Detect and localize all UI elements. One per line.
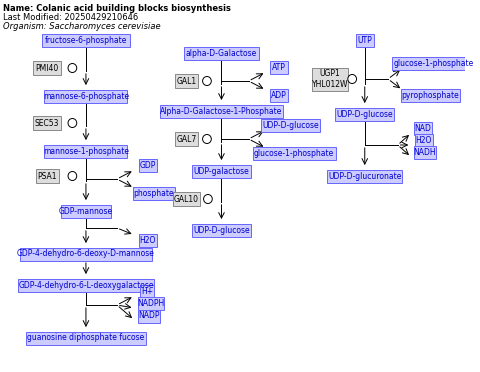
FancyBboxPatch shape (270, 89, 288, 102)
Text: GAL1: GAL1 (177, 77, 197, 86)
Text: UDP-D-glucuronate: UDP-D-glucuronate (328, 171, 401, 180)
Text: UDP-D-glucose: UDP-D-glucose (262, 121, 319, 129)
FancyBboxPatch shape (312, 67, 348, 90)
Text: phosphate: phosphate (133, 189, 174, 198)
Circle shape (203, 77, 211, 86)
FancyBboxPatch shape (139, 158, 157, 171)
Text: glucose-1-phosphate: glucose-1-phosphate (254, 148, 334, 157)
Text: Alpha-D-Galactose-1-Phosphate: Alpha-D-Galactose-1-Phosphate (160, 106, 283, 115)
FancyBboxPatch shape (139, 234, 157, 247)
Text: H2O: H2O (416, 135, 432, 144)
FancyBboxPatch shape (36, 169, 59, 183)
FancyBboxPatch shape (261, 119, 320, 131)
FancyBboxPatch shape (327, 170, 402, 183)
FancyBboxPatch shape (173, 192, 201, 206)
Text: mannose-6-phosphate: mannose-6-phosphate (43, 92, 129, 100)
Text: ATP: ATP (272, 62, 286, 71)
FancyBboxPatch shape (20, 247, 152, 260)
Text: Organism: Saccharomyces cerevisiae: Organism: Saccharomyces cerevisiae (3, 22, 160, 31)
Text: Last Modified: 20250429210646: Last Modified: 20250429210646 (3, 13, 138, 22)
Circle shape (68, 171, 77, 180)
Text: NADPH: NADPH (137, 298, 165, 308)
Text: UDP-D-glucose: UDP-D-glucose (193, 225, 250, 234)
FancyBboxPatch shape (34, 116, 61, 130)
Circle shape (68, 119, 77, 128)
Text: GDP: GDP (140, 160, 156, 170)
FancyBboxPatch shape (175, 74, 198, 88)
Text: guanosine diphosphate fucose: guanosine diphosphate fucose (27, 334, 144, 343)
FancyBboxPatch shape (60, 205, 111, 218)
Text: UDP-galactose: UDP-galactose (193, 167, 249, 176)
Text: UDP-D-glucose: UDP-D-glucose (336, 109, 393, 119)
FancyBboxPatch shape (414, 145, 436, 158)
FancyBboxPatch shape (175, 132, 198, 146)
Text: SEC53: SEC53 (35, 119, 60, 128)
Text: PSA1: PSA1 (37, 171, 57, 180)
FancyBboxPatch shape (414, 122, 432, 135)
Text: GDP-mannose: GDP-mannose (59, 206, 113, 215)
FancyBboxPatch shape (356, 33, 374, 46)
FancyBboxPatch shape (392, 57, 475, 70)
Circle shape (68, 64, 77, 73)
Text: NADH: NADH (413, 148, 436, 157)
Text: PMI40: PMI40 (36, 64, 59, 73)
Text: UGP1
YHL012W: UGP1 YHL012W (312, 69, 348, 89)
Text: H+: H+ (141, 286, 153, 295)
Text: pyrophosphate: pyrophosphate (402, 90, 459, 99)
Text: mannose-1-phosphate: mannose-1-phosphate (43, 147, 129, 155)
Text: UTP: UTP (358, 35, 372, 45)
Circle shape (203, 135, 211, 144)
Text: H2O: H2O (140, 235, 156, 244)
FancyBboxPatch shape (401, 89, 460, 102)
Text: fructose-6-phosphate: fructose-6-phosphate (45, 35, 127, 45)
FancyBboxPatch shape (336, 108, 394, 121)
FancyBboxPatch shape (132, 186, 175, 199)
Text: glucose-1-phosphate: glucose-1-phosphate (394, 58, 474, 67)
FancyBboxPatch shape (184, 46, 259, 60)
FancyBboxPatch shape (34, 61, 61, 75)
FancyBboxPatch shape (138, 296, 164, 310)
Text: GDP-4-dehydro-6-deoxy-D-mannose: GDP-4-dehydro-6-deoxy-D-mannose (17, 250, 155, 259)
Text: GAL7: GAL7 (177, 135, 197, 144)
Text: ADP: ADP (271, 90, 287, 99)
Circle shape (348, 74, 357, 83)
FancyBboxPatch shape (192, 164, 251, 177)
FancyBboxPatch shape (270, 61, 288, 74)
FancyBboxPatch shape (252, 147, 336, 160)
FancyBboxPatch shape (192, 224, 251, 237)
FancyBboxPatch shape (160, 105, 283, 118)
Text: NADP: NADP (138, 311, 160, 321)
FancyBboxPatch shape (140, 285, 154, 298)
Circle shape (204, 195, 212, 203)
FancyBboxPatch shape (415, 134, 433, 147)
Text: alpha-D-Galactose: alpha-D-Galactose (186, 48, 257, 58)
FancyBboxPatch shape (45, 144, 128, 157)
FancyBboxPatch shape (42, 33, 130, 46)
FancyBboxPatch shape (26, 331, 146, 344)
Text: GDP-4-dehydro-6-L-deoxygalactose: GDP-4-dehydro-6-L-deoxygalactose (18, 280, 154, 289)
Text: NAD: NAD (414, 124, 432, 132)
FancyBboxPatch shape (45, 90, 128, 103)
Text: Name: Colanic acid building blocks biosynthesis: Name: Colanic acid building blocks biosy… (3, 4, 230, 13)
FancyBboxPatch shape (138, 310, 160, 323)
FancyBboxPatch shape (18, 279, 154, 292)
Text: GAL10: GAL10 (174, 195, 199, 203)
